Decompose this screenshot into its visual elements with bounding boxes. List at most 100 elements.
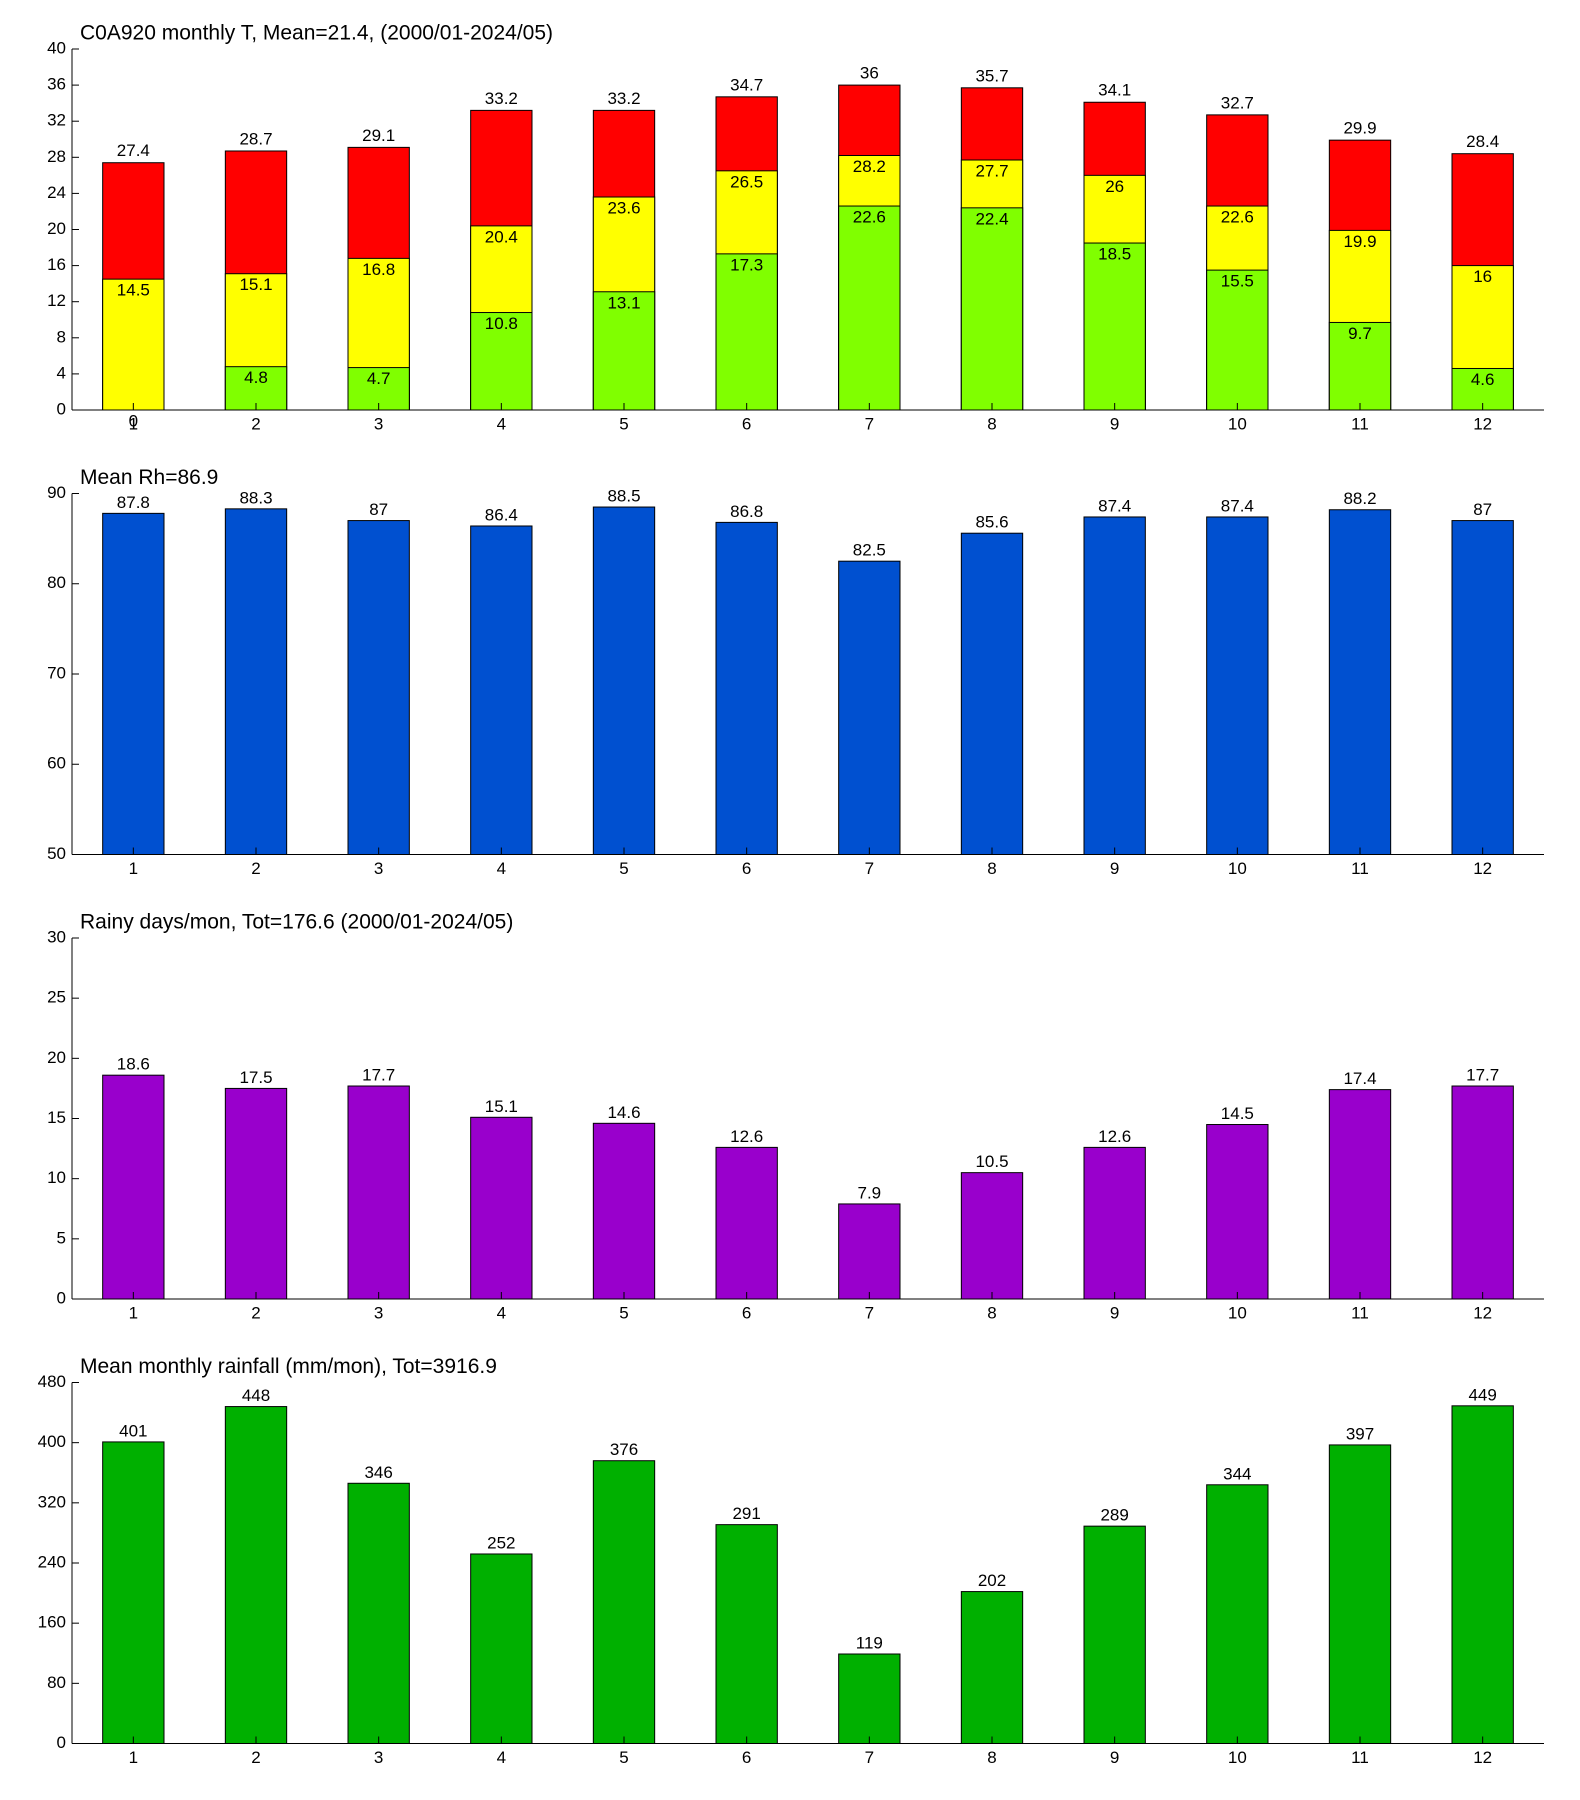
value-label: 12.6 <box>1098 1127 1131 1146</box>
x-tick-label: 9 <box>1110 1748 1119 1767</box>
value-label: 289 <box>1100 1506 1128 1525</box>
x-tick-label: 9 <box>1110 414 1119 433</box>
bar <box>1328 509 1392 855</box>
value-label: 17.7 <box>1466 1065 1499 1084</box>
value-label: 4.8 <box>244 368 268 387</box>
value-label: 16.8 <box>362 260 395 279</box>
bar <box>102 1441 165 1744</box>
value-label: 376 <box>610 1440 638 1459</box>
value-label: 32.7 <box>1221 93 1254 112</box>
chart-title: Mean Rh=86.9 <box>80 466 218 489</box>
chart-title: Mean monthly rainfall (mm/mon), Tot=3916… <box>80 1355 497 1378</box>
value-label: 17.7 <box>362 1065 395 1084</box>
value-label: 88.2 <box>1343 489 1376 508</box>
value-label: 36 <box>860 64 879 83</box>
y-tick-label: 160 <box>38 1613 66 1632</box>
x-tick-label: 1 <box>129 414 138 433</box>
y-tick-label: 12 <box>47 291 66 310</box>
bar <box>1451 1405 1514 1744</box>
y-tick-label: 70 <box>47 663 66 682</box>
x-tick-label: 6 <box>742 859 751 878</box>
bar <box>224 1406 288 1744</box>
bar <box>470 525 533 855</box>
value-label: 4.6 <box>1471 370 1495 389</box>
x-tick-label: 1 <box>129 859 138 878</box>
value-label: 87 <box>369 500 388 519</box>
bar <box>347 1085 410 1300</box>
value-label: 401 <box>119 1421 147 1440</box>
bar <box>1206 1484 1269 1744</box>
bar <box>347 520 410 855</box>
bar <box>1328 1444 1392 1745</box>
value-label: 22.4 <box>975 209 1008 228</box>
value-label: 82.5 <box>853 541 886 560</box>
x-tick-label: 2 <box>251 414 260 433</box>
y-tick-label: 240 <box>38 1552 66 1571</box>
x-tick-label: 9 <box>1110 859 1119 878</box>
value-label: 87.8 <box>117 493 150 512</box>
value-label: 291 <box>732 1504 760 1523</box>
value-label: 28.2 <box>853 157 886 176</box>
value-label: 7.9 <box>858 1183 882 1202</box>
x-tick-label: 11 <box>1351 859 1369 878</box>
x-tick-label: 6 <box>742 1748 751 1767</box>
bar <box>960 1172 1024 1300</box>
bar <box>592 1122 656 1300</box>
y-tick-label: 40 <box>47 38 66 57</box>
bar <box>1083 516 1146 856</box>
bar <box>715 1524 778 1745</box>
bar <box>838 1653 901 1744</box>
bar <box>592 1460 656 1744</box>
x-tick-label: 3 <box>374 1748 383 1767</box>
bar <box>838 205 901 411</box>
bar <box>470 1116 533 1300</box>
x-tick-label: 7 <box>865 1303 874 1322</box>
value-label: 20.4 <box>485 227 518 246</box>
y-tick-label: 36 <box>47 75 66 94</box>
value-label: 22.6 <box>1221 208 1254 227</box>
bar <box>102 512 165 855</box>
value-label: 15.1 <box>239 275 272 294</box>
value-label: 15.1 <box>485 1097 518 1116</box>
x-tick-label: 8 <box>987 859 996 878</box>
value-label: 12.6 <box>730 1127 763 1146</box>
x-tick-label: 10 <box>1228 1303 1247 1322</box>
x-tick-label: 3 <box>374 414 383 433</box>
x-tick-label: 4 <box>497 414 506 433</box>
x-tick-label: 9 <box>1110 1303 1119 1322</box>
bar <box>1206 269 1269 411</box>
value-label: 27.4 <box>117 141 150 160</box>
x-tick-label: 4 <box>497 859 506 878</box>
y-tick-label: 0 <box>57 1288 66 1307</box>
y-tick-label: 15 <box>47 1108 66 1127</box>
x-tick-label: 4 <box>497 1748 506 1767</box>
x-tick-label: 10 <box>1228 859 1247 878</box>
x-tick-label: 2 <box>251 1748 260 1767</box>
value-label: 17.3 <box>730 255 763 274</box>
value-label: 17.4 <box>1343 1069 1376 1088</box>
x-tick-label: 5 <box>619 1748 628 1767</box>
y-tick-label: 25 <box>47 988 66 1007</box>
bar <box>960 207 1024 411</box>
x-tick-label: 5 <box>619 414 628 433</box>
x-tick-label: 8 <box>987 414 996 433</box>
y-tick-label: 20 <box>47 1048 66 1067</box>
bar <box>470 1553 533 1744</box>
value-label: 86.4 <box>485 505 518 524</box>
value-label: 27.7 <box>975 161 1008 180</box>
bar <box>1206 516 1269 856</box>
bar <box>1328 1089 1392 1300</box>
y-tick-label: 16 <box>47 255 66 274</box>
y-tick-label: 320 <box>38 1492 66 1511</box>
x-tick-label: 7 <box>865 414 874 433</box>
y-tick-label: 20 <box>47 219 66 238</box>
value-label: 202 <box>978 1571 1006 1590</box>
x-tick-label: 11 <box>1351 1303 1369 1322</box>
y-tick-label: 60 <box>47 754 66 773</box>
x-tick-label: 11 <box>1351 414 1369 433</box>
value-label: 26 <box>1105 177 1124 196</box>
x-tick-label: 12 <box>1473 414 1492 433</box>
value-label: 88.3 <box>239 488 272 507</box>
x-tick-label: 10 <box>1228 1748 1247 1767</box>
bar <box>838 560 901 855</box>
